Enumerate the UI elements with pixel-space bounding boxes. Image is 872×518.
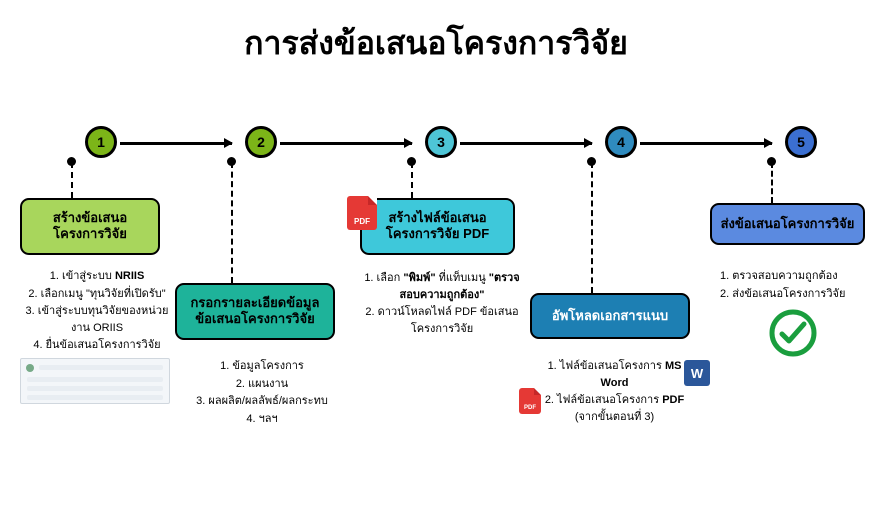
arrow-2	[280, 142, 412, 145]
list-item: ตรวจสอบความถูกต้อง	[720, 268, 866, 285]
list-item: ส่งข้อเสนอโครงการวิจัย	[720, 286, 866, 303]
list-item: เลือกเมนู "ทุนวิจัยที่เปิดรับ"	[24, 286, 170, 303]
step-list-5: ตรวจสอบความถูกต้องส่งข้อเสนอโครงการวิจัย	[716, 268, 866, 303]
list-item: ผลผลิต/ผลลัพธ์/ผลกระทบ	[189, 393, 335, 410]
step-list-4: ไฟล์ข้อเสนอโครงการ MS Wordไฟล์ข้อเสนอโคร…	[535, 358, 690, 426]
step-card-3: สร้างไฟล์ข้อเสนอโครงการวิจัย PDF	[360, 198, 515, 255]
step-circle-3: 3	[425, 126, 457, 158]
screenshot-thumbnail	[20, 358, 170, 404]
page-title: การส่งข้อเสนอโครงการวิจัย	[0, 18, 872, 69]
arrow-1	[120, 142, 232, 145]
list-item: ฯลฯ	[189, 411, 335, 428]
pdf-icon: PDF	[347, 196, 377, 230]
list-item: ไฟล์ข้อเสนอโครงการ PDF (จากขั้นตอนที่ 3)	[539, 392, 690, 425]
list-item: แผนงาน	[189, 376, 335, 393]
checkmark-icon	[768, 308, 818, 358]
list-item: ดาวน์โหลดไฟล์ PDF ข้อเสนอโครงการวิจัย	[364, 304, 520, 337]
list-item: เข้าสู่ระบบทุนวิจัยของหน่วยงาน ORIIS	[24, 303, 170, 336]
step-list-2: ข้อมูลโครงการแผนงานผลผลิต/ผลลัพธ์/ผลกระท…	[185, 358, 335, 428]
step-circle-2: 2	[245, 126, 277, 158]
step-card-5: ส่งข้อเสนอโครงการวิจัย	[710, 203, 865, 245]
drop-line-1	[71, 162, 73, 198]
flow-row: 1 2 3 4 5	[30, 126, 842, 162]
drop-line-4	[591, 162, 593, 293]
drop-line-3	[411, 162, 413, 198]
step-card-4: อัพโหลดเอกสารแนบ	[530, 293, 690, 339]
arrow-4	[640, 142, 772, 145]
step-circle-1: 1	[85, 126, 117, 158]
list-item: ไฟล์ข้อเสนอโครงการ MS Word	[539, 358, 690, 391]
step-list-1: เข้าสู่ระบบ NRIISเลือกเมนู "ทุนวิจัยที่เ…	[20, 268, 170, 355]
arrow-3	[460, 142, 592, 145]
word-icon: W	[684, 360, 710, 386]
step-circle-4: 4	[605, 126, 637, 158]
drop-line-2	[231, 162, 233, 283]
step-card-2: กรอกรายละเอียดข้อมูลข้อเสนอโครงการวิจัย	[175, 283, 335, 340]
list-item: เข้าสู่ระบบ NRIIS	[24, 268, 170, 285]
drop-line-5	[771, 162, 773, 203]
list-item: เลือก "พิมพ์" ที่แท็บเมนู "ตรวจสอบความถู…	[364, 270, 520, 303]
list-item: ข้อมูลโครงการ	[189, 358, 335, 375]
step-circle-5: 5	[785, 126, 817, 158]
step-list-3: เลือก "พิมพ์" ที่แท็บเมนู "ตรวจสอบความถู…	[360, 270, 520, 338]
step-card-1: สร้างข้อเสนอโครงการวิจัย	[20, 198, 160, 255]
pdf-icon: PDF	[519, 388, 541, 414]
list-item: ยื่นข้อเสนอโครงการวิจัย	[24, 337, 170, 354]
